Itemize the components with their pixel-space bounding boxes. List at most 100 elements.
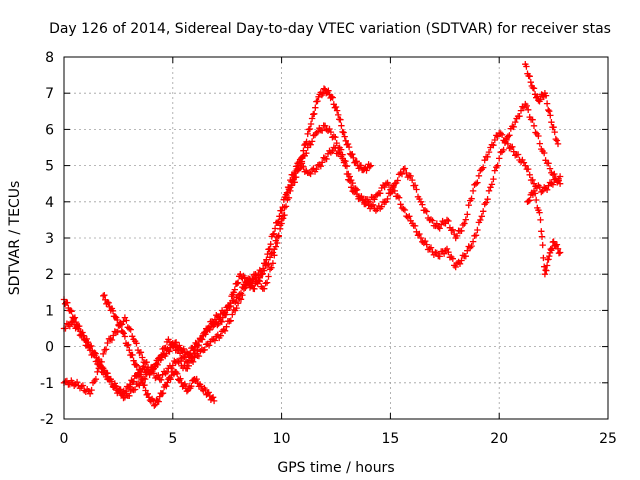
data-point-fill [533,196,540,204]
data-point-fill [381,183,388,191]
data-point-fill [311,110,318,117]
data-point-fill [516,113,523,120]
data-point [496,155,503,162]
data-point [304,144,311,151]
data-point-fill [449,226,456,233]
data-point-fill [541,263,548,270]
data-point-fill [109,307,117,315]
data-point-fill [546,165,554,172]
data-point-fill [220,326,227,333]
data-point-fill [249,276,256,283]
data-point-fill [229,311,236,318]
data-point-fill [288,182,295,189]
x-tick-label: 15 [381,431,399,447]
data-point-fill [120,394,127,402]
data-point-fill [162,344,169,352]
data-point-fill [436,225,443,232]
data-point-fill [301,168,308,175]
data-point [86,347,94,354]
data-point-fill [467,244,474,251]
data-point-fill [100,350,107,358]
data-point-fill [541,149,548,157]
data-point-fill [110,332,117,339]
data-point-fill [475,172,483,179]
data-point-fill [205,342,213,349]
data-point-fill [327,128,335,136]
data-point-fill [85,342,92,349]
data-point-fill [526,73,533,80]
data-point-fill [274,239,281,247]
data-point-fill [527,79,534,86]
data-point-fill [523,63,530,70]
data-point-fill [398,170,406,178]
data-point-fill [465,202,472,209]
data-point-fill [142,387,149,394]
x-tick-label: 0 [60,431,69,447]
data-point-fill [550,124,557,131]
data-point-fill [211,316,219,323]
data-point-fill [484,153,491,161]
data-point-fill [317,163,324,170]
data-point-fill [507,144,514,151]
data-point-fill [525,197,532,205]
data-point-fill [545,256,552,263]
data-point-fill [407,172,414,180]
data-point-fill [413,186,420,193]
data-point [132,361,139,368]
data-point-fill [203,325,210,332]
data-point-fill [180,345,187,353]
data-point-fill [107,376,114,383]
data-point-fill [144,390,151,397]
data-point [461,220,468,227]
data-point-fill [271,252,278,259]
data-point-fill [427,216,435,223]
data-point [443,245,451,253]
data-point-fill [175,358,182,365]
y-tick-label: 5 [45,159,54,175]
data-point-fill [108,336,116,344]
data-point-fill [183,388,191,395]
data-point-fill [88,386,95,394]
data-point [269,260,277,267]
data-point-fill [279,212,287,219]
data-point-fill [411,222,419,230]
data-point-fill [241,274,248,281]
data-point [537,216,544,224]
data-point [200,332,207,339]
data-point-fill [231,286,238,293]
data-point-fill [155,372,162,379]
data-point [67,307,74,314]
data-point-fill [306,125,314,133]
data-point-fill [366,198,374,206]
data-point-fill [198,335,205,343]
data-point-fill [291,179,298,186]
data-point [469,187,477,195]
data-point-fill [338,122,345,129]
data-point-fill [340,129,347,136]
data-point-fill [178,354,185,362]
x-tick-label: 20 [490,431,508,447]
data-point-fill [62,325,69,332]
data-point-fill [304,130,311,138]
data-point-fill [481,157,488,164]
series-track-4 [100,292,218,409]
data-point-fill [166,348,173,355]
data-point-fill [320,154,327,161]
data-point-fill [136,349,143,357]
data-point [382,198,390,205]
data-point-fill [540,254,547,262]
data-point-fill [325,87,332,94]
data-point-fill [141,381,148,389]
data-point-fill [395,194,403,201]
data-point-fill [151,402,158,409]
data-point-fill [537,96,544,103]
data-point [348,184,355,191]
x-tick-label: 25 [599,431,617,447]
data-point-fill [488,181,496,188]
data-point-fill [477,167,484,174]
data-point-fill [411,182,419,189]
data-point-fill [233,304,240,312]
data-point-fill [240,281,248,288]
data-point-fill [345,143,353,151]
data-point [400,205,407,213]
